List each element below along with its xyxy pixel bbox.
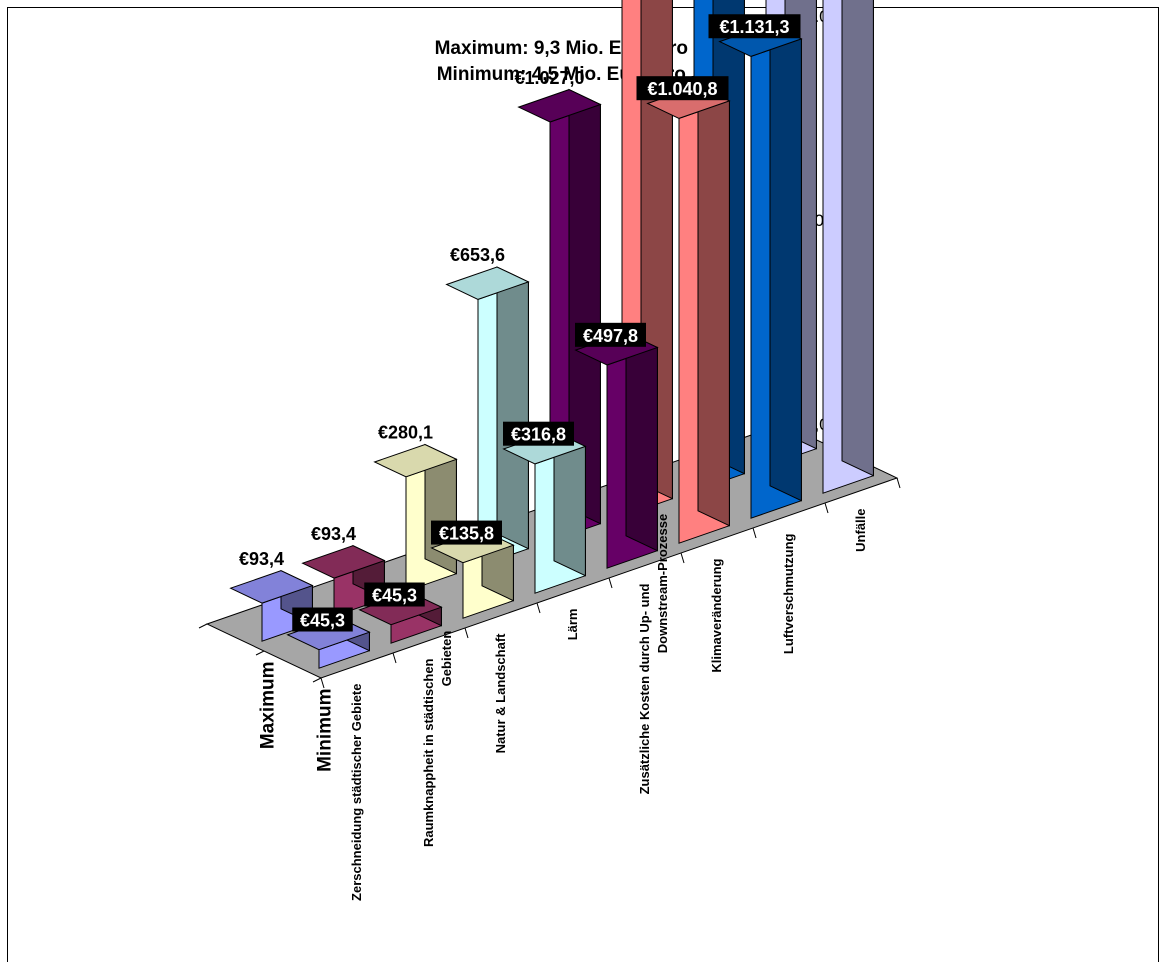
data-label-maximum: €280,1 bbox=[378, 423, 433, 443]
x-tick bbox=[753, 528, 756, 538]
data-label-maximum: €653,6 bbox=[450, 245, 505, 265]
category-label: Zerschneidung städtischer Gebiete bbox=[349, 684, 364, 901]
x-tick bbox=[393, 653, 396, 663]
category-label: Unfälle bbox=[853, 509, 868, 552]
data-label-maximum: €93,4 bbox=[311, 524, 356, 544]
x-tick bbox=[609, 578, 612, 588]
bar-side-face bbox=[497, 267, 528, 549]
series-label: Minimum bbox=[315, 689, 336, 772]
category-label: Lärm bbox=[565, 609, 580, 641]
data-label-minimum: €316,8 bbox=[511, 425, 566, 445]
x-tick bbox=[537, 603, 540, 613]
category-label: Natur & Landschaft bbox=[493, 633, 508, 754]
series-tick bbox=[256, 651, 264, 655]
data-label-minimum: €1.131,3 bbox=[719, 17, 789, 37]
data-label-minimum: €1.040,8 bbox=[647, 79, 717, 99]
bar-side-face bbox=[698, 86, 729, 526]
data-label-minimum: €497,8 bbox=[583, 326, 638, 346]
x-tick bbox=[321, 678, 324, 688]
series-label: Maximum bbox=[258, 662, 279, 750]
bar-side-face bbox=[770, 24, 801, 501]
x-tick bbox=[897, 478, 900, 488]
series-tick bbox=[199, 624, 207, 628]
series-tick bbox=[313, 678, 321, 682]
x-tick bbox=[825, 503, 828, 513]
bar-side-face bbox=[626, 333, 657, 551]
data-label-maximum: €1.027,0 bbox=[514, 68, 584, 88]
category-label: Klimaveränderung bbox=[709, 558, 724, 672]
x-tick bbox=[465, 628, 468, 638]
x-tick bbox=[681, 553, 684, 563]
category-label: Raumknappheit in städtischen Gebieten bbox=[421, 631, 454, 847]
data-label-minimum: €135,8 bbox=[439, 524, 494, 544]
data-label-minimum: €45,3 bbox=[300, 611, 345, 631]
data-label-maximum: €93,4 bbox=[239, 549, 284, 569]
category-label: Luftverschmutzung bbox=[781, 533, 796, 654]
data-label-minimum: €45,3 bbox=[372, 586, 417, 606]
bar-side-face bbox=[842, 0, 873, 476]
